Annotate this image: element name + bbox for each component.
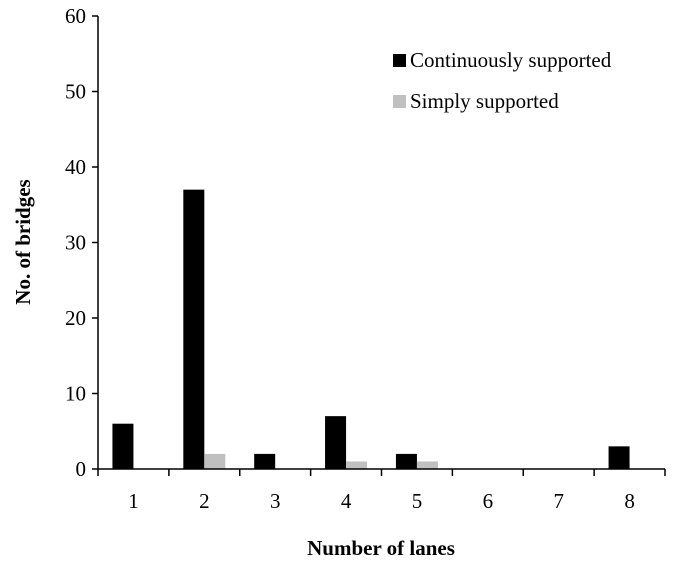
bar-continuously-supported-lane-5 xyxy=(395,453,417,469)
x-tick-label: 6 xyxy=(483,489,494,513)
y-tick-label: 20 xyxy=(65,306,86,330)
x-tick-label: 3 xyxy=(270,489,281,513)
x-tick-label: 1 xyxy=(128,489,139,513)
y-ticks: 0 10 20 30 40 50 60 xyxy=(65,4,98,481)
bar-continuously-supported-lane-3 xyxy=(254,453,276,469)
legend: Continuously supported Simply supported xyxy=(393,48,612,113)
x-tick-label: 8 xyxy=(624,489,635,513)
x-tick-label: 5 xyxy=(412,489,423,513)
bar-simply-supported-lane-4 xyxy=(346,461,368,469)
x-axis-title: Number of lanes xyxy=(307,536,455,560)
axes-layer xyxy=(97,16,665,470)
y-tick-label: 50 xyxy=(65,80,86,104)
x-tick-label: 2 xyxy=(199,489,210,513)
y-tick-label: 0 xyxy=(76,457,87,481)
legend-label-continuously-supported: Continuously supported xyxy=(410,48,612,72)
x-tick-label: 4 xyxy=(341,489,352,513)
bar-continuously-supported-lane-4 xyxy=(325,416,347,469)
legend-swatch-continuously-supported xyxy=(393,54,406,67)
bar-continuously-supported-lane-1 xyxy=(112,423,134,469)
y-tick-label: 60 xyxy=(65,4,86,28)
y-tick-label: 10 xyxy=(65,382,86,406)
legend-swatch-simply-supported xyxy=(393,95,406,108)
y-tick-label: 40 xyxy=(65,155,86,179)
bar-simply-supported-lane-5 xyxy=(416,461,438,469)
x-tick-label: 7 xyxy=(553,489,564,513)
bar-simply-supported-lane-2 xyxy=(204,453,226,469)
x-ticks: 1 2 3 4 5 6 7 8 xyxy=(97,469,666,513)
bars-layer xyxy=(112,189,630,469)
legend-label-simply-supported: Simply supported xyxy=(410,89,559,113)
y-tick-label: 30 xyxy=(65,231,86,255)
bar-continuously-supported-lane-2 xyxy=(183,189,205,469)
bar-continuously-supported-lane-8 xyxy=(608,446,630,469)
y-axis-title: No. of bridges xyxy=(11,179,35,304)
